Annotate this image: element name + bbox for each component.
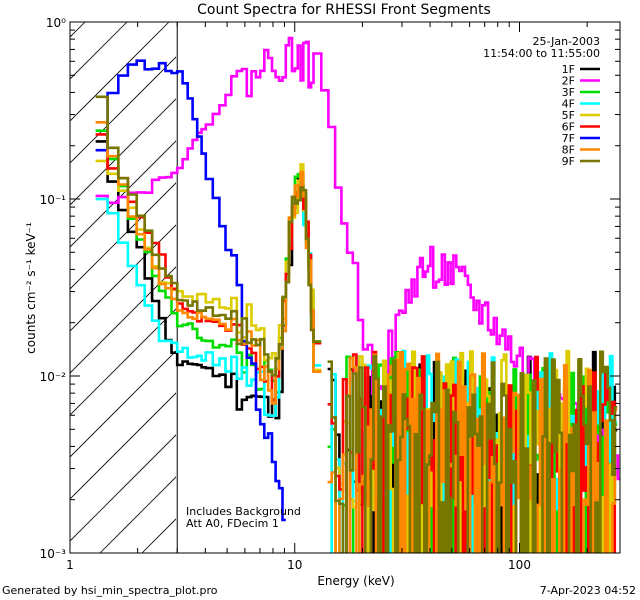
legend-label-4F: 4F xyxy=(562,98,575,111)
legend-label-9F: 9F xyxy=(562,155,575,168)
legend-label-1F: 1F xyxy=(562,63,575,76)
x-tick-label: 100 xyxy=(508,558,531,572)
legend-label-2F: 2F xyxy=(562,75,575,88)
hatch-line xyxy=(70,182,176,290)
annotation-background: Includes Background xyxy=(186,505,301,518)
hatch-line xyxy=(70,98,176,206)
y-axis-label: counts cm⁻² s⁻¹ keV⁻¹ xyxy=(24,222,38,354)
legend-label-7F: 7F xyxy=(562,132,575,145)
y-tick-label: 10⁰ xyxy=(46,16,66,30)
date-label: 25-Jan-2003 xyxy=(533,35,601,48)
footer-generator: Generated by hsi_min_spectra_plot.pro xyxy=(2,584,218,597)
series-group xyxy=(95,36,620,553)
legend-label-6F: 6F xyxy=(562,121,575,134)
axis-ticks: 1 10 100 10⁻³ 10⁻² 10⁻¹ 10⁰ xyxy=(40,16,620,572)
hatch-line xyxy=(70,392,176,500)
chart-title: Count Spectra for RHESSI Front Segments xyxy=(197,2,491,18)
legend-label-3F: 3F xyxy=(562,86,575,99)
hatch-line xyxy=(70,434,176,542)
legend-label-5F: 5F xyxy=(562,109,575,122)
y-tick-label: 10⁻² xyxy=(40,370,67,384)
series-line-7F xyxy=(95,59,286,522)
y-tick-label: 10⁻¹ xyxy=(40,193,67,207)
legend-label-8F: 8F xyxy=(562,144,575,157)
plot-frame xyxy=(69,21,621,554)
x-tick-label: 10 xyxy=(287,558,302,572)
shaded-low-energy-region xyxy=(70,22,176,553)
hatch-line xyxy=(70,266,176,374)
x-tick-label: 1 xyxy=(66,558,74,572)
y-tick-label: 10⁻³ xyxy=(40,547,67,561)
time-range-label: 11:54:00 to 11:55:00 xyxy=(483,47,600,60)
series-line-9F xyxy=(95,95,618,553)
footer-timestamp: 7-Apr-2023 04:52 xyxy=(540,584,636,597)
annotation-attenuator: Att A0, FDecim 1 xyxy=(186,517,279,530)
hatch-line xyxy=(70,56,176,164)
hatch-line xyxy=(70,22,170,122)
x-axis-label: Energy (keV) xyxy=(317,574,394,588)
hatch-line xyxy=(70,224,176,332)
